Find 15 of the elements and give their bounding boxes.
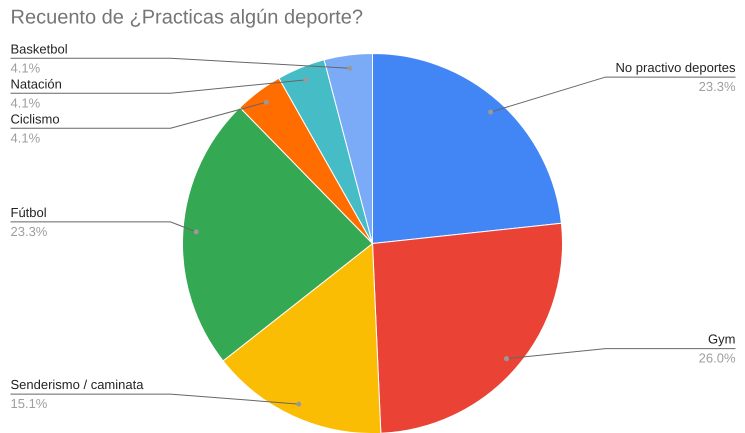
data-label: 23.3% [10, 224, 48, 239]
slice-label: Fútbol [10, 204, 47, 220]
slice-label: Basketbol [10, 41, 68, 56]
data-label: 4.1% [10, 130, 41, 146]
slice-label: No practivo deportes [616, 60, 736, 76]
chart-title: Recuento de ¿Practicas algún deporte? [10, 6, 363, 28]
slice-label: Senderismo / caminata [10, 377, 144, 392]
data-label: 4.1% [10, 95, 41, 110]
data-label: 15.1% [10, 396, 48, 412]
slice-label: Ciclismo [10, 111, 60, 126]
data-label: 4.1% [10, 60, 41, 76]
slice-label: Natación [10, 76, 62, 92]
data-label: 26.0% [698, 350, 736, 366]
slice-label: Gym [708, 332, 736, 347]
data-label: 23.3% [698, 79, 736, 94]
